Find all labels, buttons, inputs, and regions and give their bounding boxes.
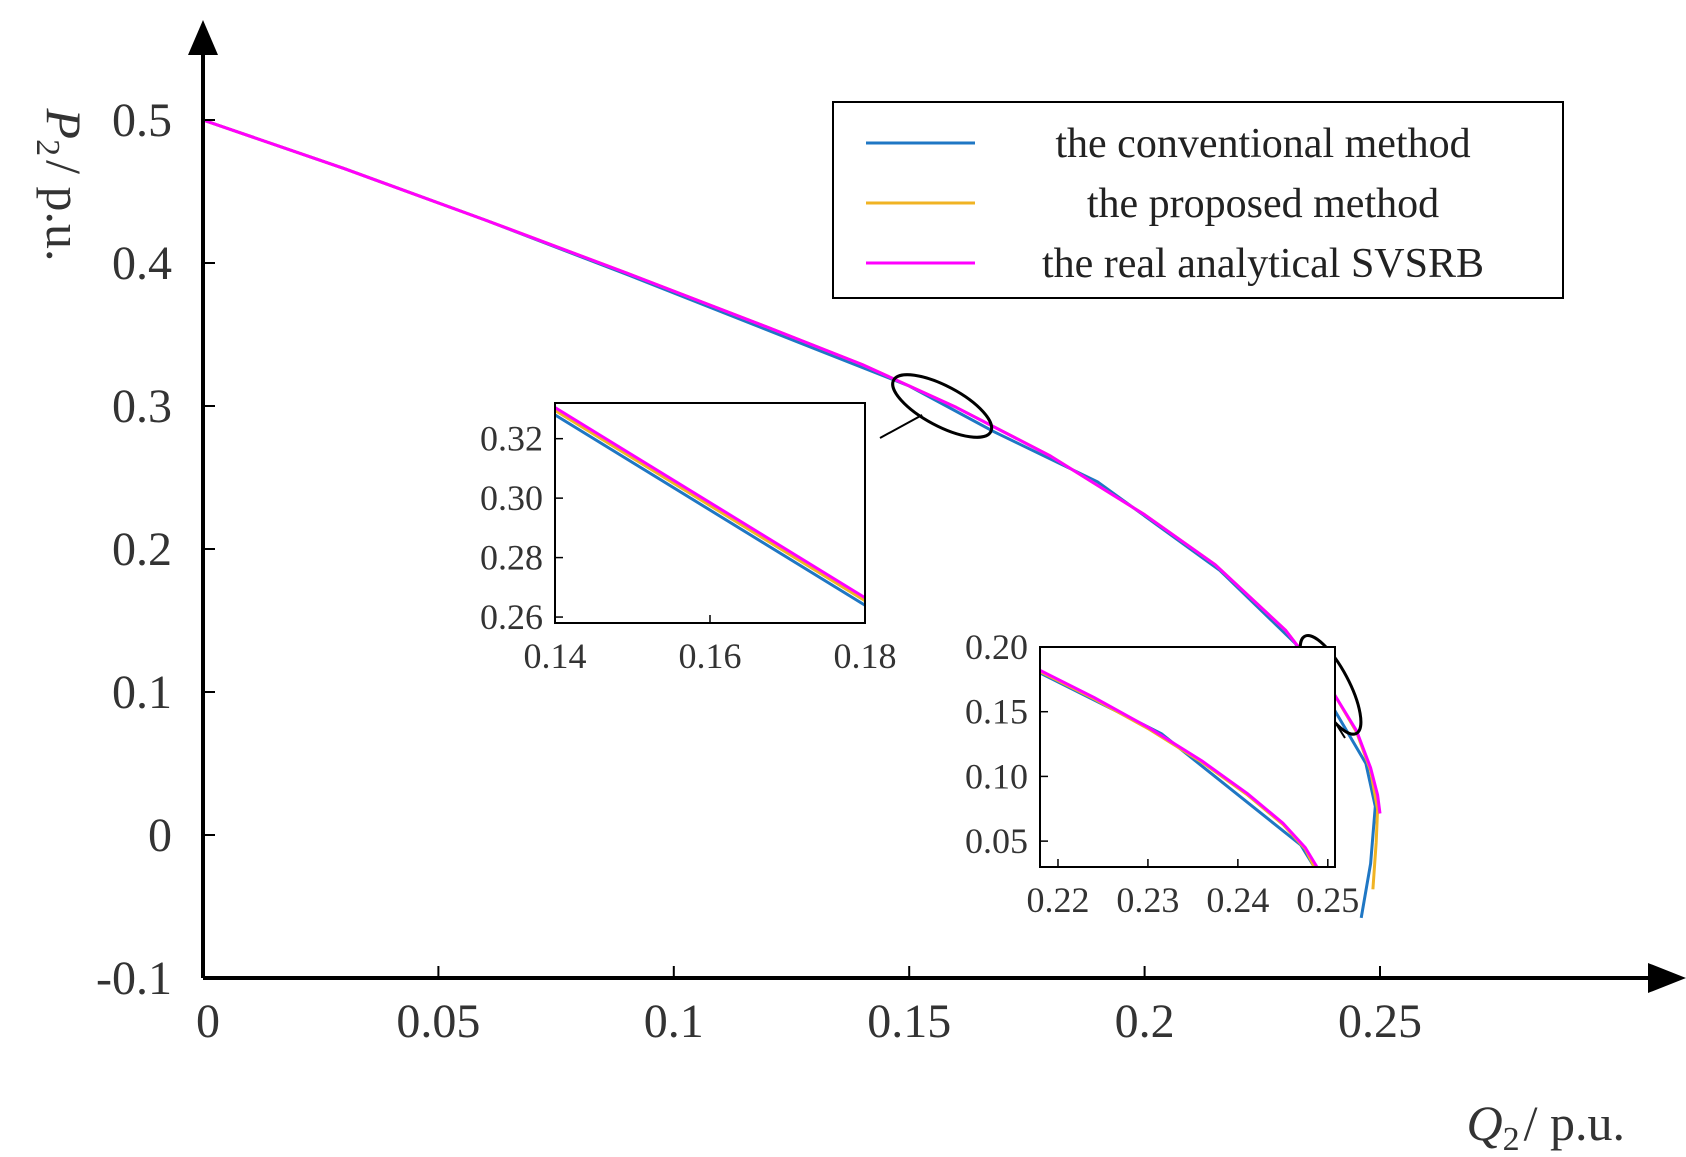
x-tick-label: 0.1 — [644, 995, 704, 1048]
legend-label-proposed: the proposed method — [1087, 181, 1439, 227]
inset-x-tick-label: 0.16 — [679, 636, 742, 676]
inset-y-tick-label: 0.10 — [965, 756, 1028, 796]
inset-series-line-the-real-analytical-svsrb — [1040, 668, 1319, 867]
inset-lower-series — [1040, 668, 1319, 867]
inset-upper-ticks: 0.14 0.16 0.18 0.26 0.28 0.30 0.32 — [480, 419, 897, 676]
y-tick-label: 0 — [148, 809, 172, 862]
inset-lower-ticks: 0.22 0.23 0.24 0.25 0.05 0.10 0.15 0.20 — [965, 627, 1359, 920]
x-tick-label: 0.05 — [396, 995, 480, 1048]
inset-y-tick-label: 0.05 — [965, 821, 1028, 861]
x-axis-label: Q2/ p.u. — [1466, 1095, 1625, 1157]
main-series-group — [202, 118, 1382, 919]
inset-y-tick-label: 0.28 — [480, 538, 543, 578]
x-tick-label: 0 — [196, 995, 220, 1048]
y-axis-sub: 2 — [29, 139, 66, 156]
inset-lower-frame — [1039, 646, 1336, 868]
inset-y-tick-label: 0.30 — [480, 478, 543, 518]
main-axes — [188, 20, 1686, 993]
inset-series-line-the-proposed-method — [555, 409, 865, 602]
y-axis-arrow — [188, 20, 218, 55]
inset-x-tick-label: 0.18 — [834, 636, 897, 676]
x-axis-unit: / p.u. — [1524, 1095, 1625, 1151]
inset-zoom-upper: 0.14 0.16 0.18 0.26 0.28 0.30 0.32 — [480, 402, 897, 676]
inset-x-tick-label: 0.22 — [1026, 880, 1089, 920]
y-axis-var: P — [36, 108, 92, 140]
y-tick-label: 0.3 — [112, 380, 172, 433]
x-axis-arrow — [1648, 963, 1686, 993]
y-tick-label: 0.4 — [112, 237, 172, 290]
y-tick-label: -0.1 — [96, 952, 172, 1005]
inset-y-tick-label: 0.20 — [965, 627, 1028, 667]
zoom-connector-line — [879, 414, 923, 439]
inset-y-tick-label: 0.15 — [965, 692, 1028, 732]
inset-x-tick-label: 0.23 — [1116, 880, 1179, 920]
x-axis-sub: 2 — [1503, 1121, 1520, 1157]
zoom-ellipse — [891, 373, 994, 439]
x-tick-label: 0.2 — [1115, 995, 1175, 1048]
x-tick-label: 0.15 — [867, 995, 951, 1048]
x-axis-var: Q — [1466, 1095, 1502, 1151]
series-line-the-real-analytical-svsrb — [202, 118, 1382, 814]
inset-x-tick-label: 0.25 — [1296, 880, 1359, 920]
y-tick-label: 0.1 — [112, 666, 172, 719]
inset-upper-series — [555, 406, 865, 607]
inset-x-tick-label: 0.24 — [1206, 880, 1269, 920]
legend-label-analytical: the real analytical SVSRB — [1042, 241, 1484, 287]
x-tick-label: 0.25 — [1338, 995, 1422, 1048]
y-axis-unit: / p.u. — [36, 160, 92, 261]
inset-y-tick-label: 0.26 — [480, 597, 543, 637]
legend-label-conventional: the conventional method — [1055, 121, 1470, 167]
y-axis-label: P2 / p.u. — [29, 108, 92, 262]
inset-y-tick-label: 0.32 — [480, 419, 543, 459]
legend-box — [832, 101, 1564, 299]
inset-zoom-lower: 0.22 0.23 0.24 0.25 0.05 0.10 0.15 0.20 — [965, 627, 1359, 920]
inset-x-tick-label: 0.14 — [524, 636, 587, 676]
inset-lower-background — [1040, 647, 1335, 867]
main-ticks: 0 0.05 0.1 0.15 0.2 0.25 -0.1 0 0.1 0.2 0.3 0.4 0.5 — [96, 94, 1422, 1048]
inset-series-line-the-real-analytical-svsrb — [555, 406, 865, 599]
inset-series-line-the-conventional-method — [555, 413, 865, 607]
y-tick-label: 0.5 — [112, 94, 172, 147]
y-tick-label: 0.2 — [112, 523, 172, 576]
legend: the conventional method the proposed met… — [832, 101, 1564, 299]
